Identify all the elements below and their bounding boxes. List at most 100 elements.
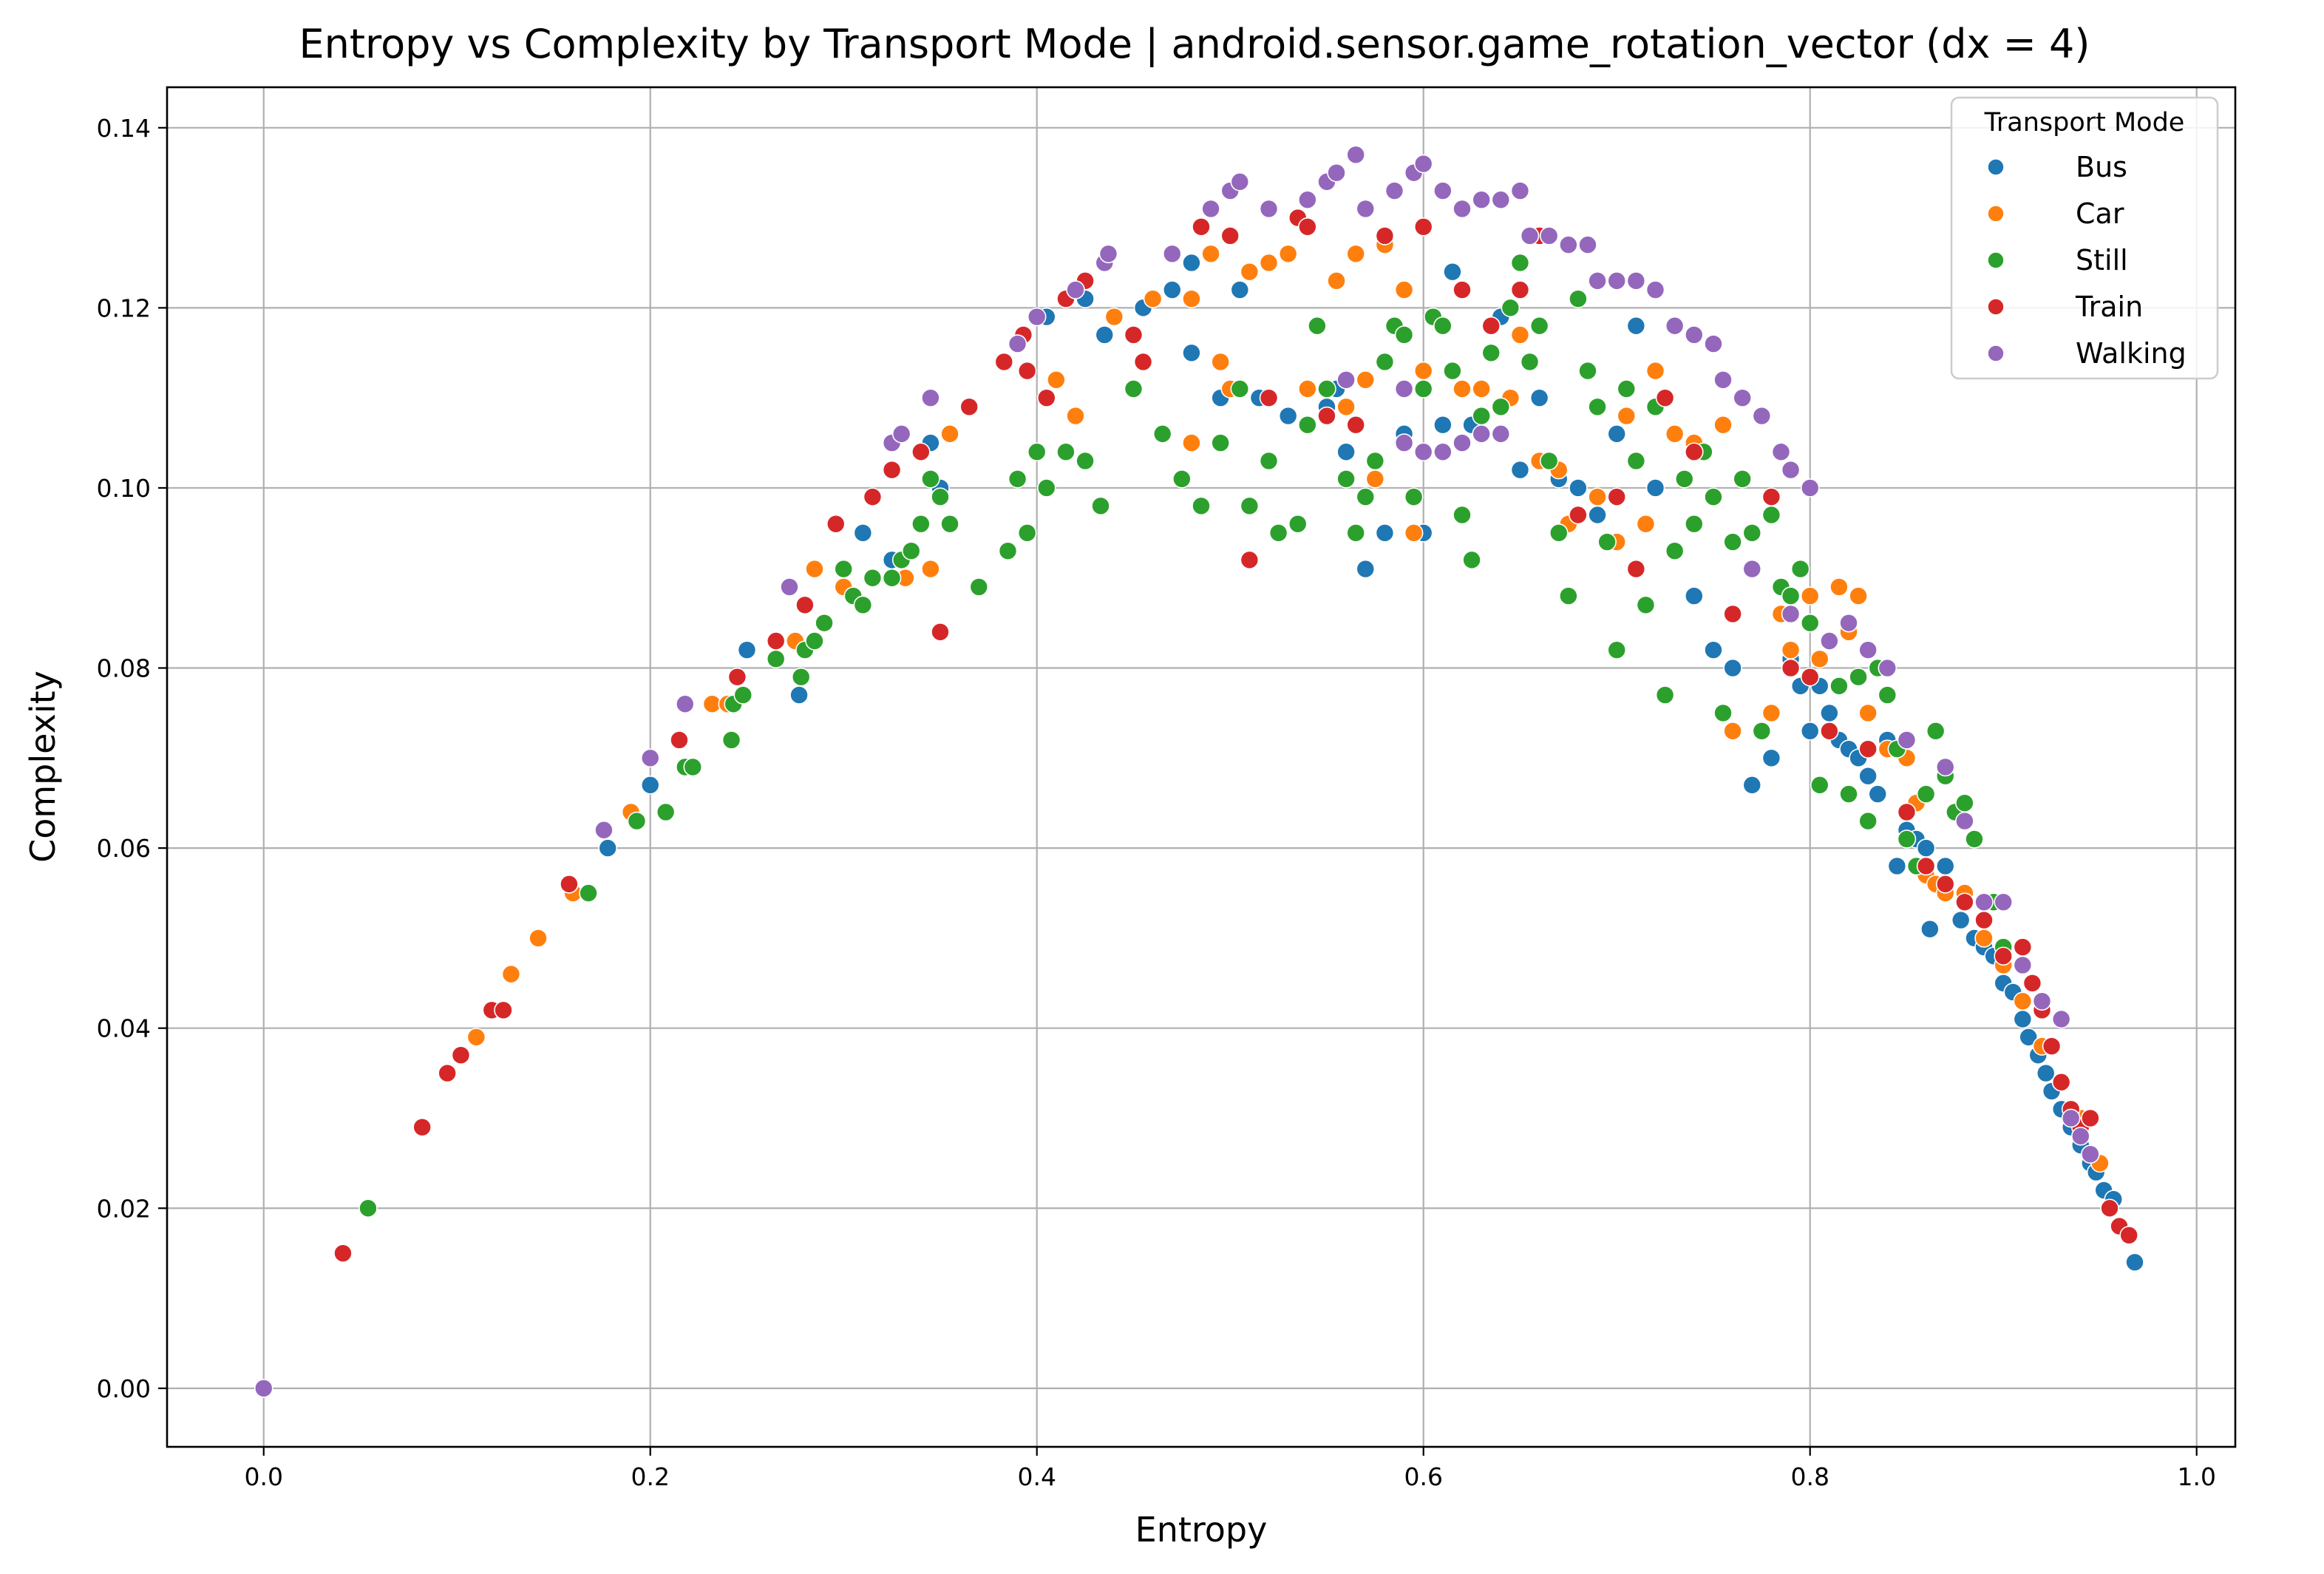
- data-point: [627, 811, 647, 831]
- y-tick-label: 0.02: [97, 1194, 151, 1223]
- data-point: [1413, 154, 1433, 174]
- data-point: [1955, 892, 1974, 912]
- data-point: [1259, 253, 1279, 273]
- data-point: [1626, 451, 1646, 471]
- data-point: [891, 424, 911, 444]
- data-point: [1317, 406, 1336, 426]
- data-point: [1994, 892, 2014, 912]
- y-tick-label: 0.08: [97, 654, 151, 683]
- data-point: [670, 730, 689, 750]
- legend-label: Bus: [2076, 151, 2127, 183]
- data-point: [412, 1117, 432, 1137]
- x-tick-label: 0.6: [1404, 1462, 1442, 1491]
- data-point: [1027, 307, 1047, 327]
- data-point: [1935, 875, 1955, 894]
- data-point: [1230, 172, 1250, 191]
- data-point: [1404, 523, 1424, 543]
- data-point: [1868, 784, 1888, 804]
- data-point: [1829, 577, 1849, 597]
- data-point: [1394, 379, 1414, 398]
- data-point: [1607, 640, 1627, 659]
- data-point: [1704, 640, 1723, 659]
- legend-marker: [1987, 298, 2005, 316]
- data-point: [2032, 991, 2052, 1011]
- data-point: [1356, 370, 1376, 390]
- data-point: [1974, 929, 1994, 948]
- data-point: [2061, 1108, 2081, 1128]
- data-point: [863, 487, 883, 506]
- data-point: [1413, 361, 1433, 381]
- data-point: [921, 388, 940, 407]
- data-point: [1742, 559, 1762, 579]
- data-point: [1829, 676, 1849, 696]
- x-tick-label: 1.0: [2177, 1462, 2215, 1491]
- data-point: [1452, 433, 1472, 452]
- data-point: [1240, 262, 1260, 282]
- data-point: [805, 631, 824, 651]
- data-point: [2013, 955, 2033, 975]
- data-point: [1259, 388, 1279, 407]
- data-point: [1240, 496, 1260, 516]
- data-point: [1327, 271, 1346, 291]
- data-point: [594, 820, 614, 840]
- legend-label: Walking: [2076, 337, 2187, 370]
- data-point: [1713, 370, 1733, 390]
- data-point: [1017, 523, 1037, 543]
- data-point: [1375, 352, 1395, 372]
- data-point: [853, 523, 873, 543]
- data-point: [1472, 406, 1491, 426]
- data-point: [1375, 226, 1395, 245]
- data-point: [1143, 289, 1163, 309]
- data-point: [1510, 280, 1530, 299]
- y-tick-label: 0.00: [97, 1374, 151, 1403]
- data-point: [1588, 487, 1607, 506]
- data-point: [1800, 586, 1820, 605]
- data-point: [2081, 1144, 2100, 1164]
- data-point: [1569, 505, 1588, 525]
- data-point: [1897, 802, 1917, 822]
- grid-lines: [167, 87, 2235, 1447]
- data-point: [1781, 460, 1801, 480]
- data-point: [1723, 604, 1742, 624]
- data-point: [1685, 442, 1704, 462]
- data-point: [1636, 514, 1656, 534]
- plot-area-frame: [166, 86, 2237, 1448]
- data-point: [2013, 937, 2033, 957]
- data-point: [1491, 190, 1511, 210]
- data-point: [834, 559, 854, 579]
- data-point: [1810, 776, 1829, 795]
- y-tick-label: 0.14: [97, 114, 151, 143]
- data-point: [1520, 226, 1540, 245]
- data-point: [1752, 406, 1772, 426]
- data-point: [1336, 469, 1356, 489]
- data-point: [1781, 658, 1801, 678]
- data-point: [656, 802, 676, 822]
- data-point: [1098, 244, 1118, 264]
- data-point: [994, 352, 1014, 372]
- data-point: [1404, 487, 1424, 506]
- data-point: [451, 1045, 471, 1065]
- data-point: [1182, 289, 1201, 309]
- data-point: [1394, 280, 1414, 299]
- data-point: [1472, 424, 1491, 444]
- data-point: [911, 442, 931, 462]
- data-point: [1346, 415, 1365, 435]
- data-point: [1685, 514, 1704, 534]
- data-point: [1626, 271, 1646, 291]
- data-point: [1771, 442, 1791, 462]
- data-point: [1597, 532, 1617, 552]
- data-point: [1588, 397, 1607, 417]
- data-point: [805, 559, 824, 579]
- data-point: [1529, 388, 1549, 407]
- data-point: [1384, 181, 1404, 200]
- data-point: [1820, 721, 1839, 741]
- data-point: [1182, 253, 1201, 273]
- y-tick-label: 0.10: [97, 474, 151, 503]
- data-point: [1858, 811, 1878, 831]
- data-point: [1529, 316, 1549, 336]
- legend-label: Still: [2076, 244, 2128, 277]
- data-point: [1878, 658, 1897, 678]
- data-point: [1617, 406, 1637, 426]
- data-point: [333, 1244, 353, 1263]
- data-point: [1259, 199, 1279, 219]
